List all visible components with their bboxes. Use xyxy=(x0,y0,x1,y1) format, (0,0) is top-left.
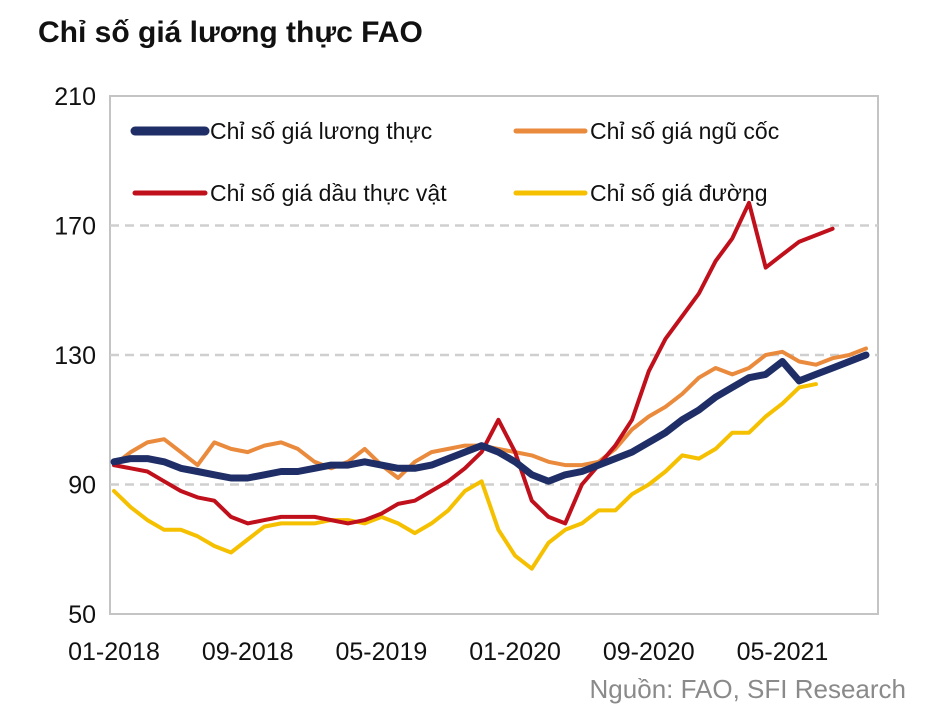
x-tick-label-01-2018: 01-2018 xyxy=(68,638,160,666)
source-note: Nguồn: FAO, SFI Research xyxy=(589,674,906,704)
legend-label-2: Chỉ số giá ngũ cốc xyxy=(590,118,779,144)
y-tick-label-50: 50 xyxy=(68,601,96,629)
chart-title: Chỉ số giá lương thực FAO xyxy=(38,16,423,49)
y-tick-label-90: 90 xyxy=(68,472,96,500)
x-tick-label-09-2020: 09-2020 xyxy=(603,638,695,666)
x-tick-label-09-2018: 09-2018 xyxy=(202,638,294,666)
y-tick-label-170: 170 xyxy=(54,213,96,241)
series-line-1 xyxy=(110,351,870,485)
series-line-4 xyxy=(112,382,818,571)
y-tick-label-210: 210 xyxy=(54,83,96,111)
x-tick-label-01-2020: 01-2020 xyxy=(469,638,561,666)
x-axis-ticks: 01-2018 09-2018 05-2019 01-2020 09-2020 05-20… xyxy=(68,638,828,666)
x-tick-label-05-2021: 05-2021 xyxy=(737,638,829,666)
y-tick-label-130: 130 xyxy=(54,342,96,370)
legend: Chỉ số giá lương thực Chỉ số giá ngũ cốc C… xyxy=(130,118,779,206)
x-tick-label-05-2019: 05-2019 xyxy=(336,638,428,666)
series-line-3 xyxy=(112,200,835,526)
series-lines xyxy=(110,200,870,571)
y-axis-ticks: 50 90 130 170 210 xyxy=(54,83,96,629)
gridlines xyxy=(110,224,878,486)
legend-label-3: Chỉ số giá dầu thực vật xyxy=(210,180,447,206)
legend-label-4: Chỉ số giá đường xyxy=(590,180,768,206)
legend-label-1: Chỉ số giá lương thực xyxy=(210,118,432,144)
